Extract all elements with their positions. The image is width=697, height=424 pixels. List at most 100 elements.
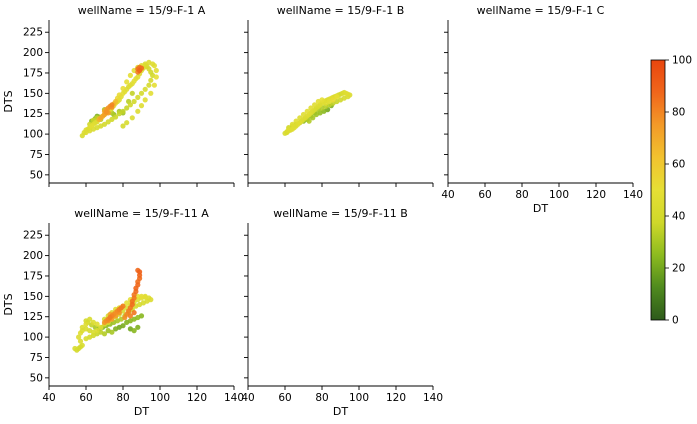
scatter-point [124, 120, 130, 126]
scatter-point [138, 293, 145, 299]
x-axis-label: DT [134, 405, 149, 418]
scatter-point [153, 67, 159, 74]
x-tick-label: 140 [623, 189, 643, 201]
colorbar-tick-label: 80 [672, 107, 685, 119]
scatter-point [98, 115, 104, 121]
facet-title: wellName = 15/9-F-1 A [78, 4, 206, 17]
scatter-point [142, 97, 148, 103]
y-tick-label: 75 [30, 352, 43, 364]
scatter-point [146, 82, 152, 88]
x-tick-label: 100 [549, 189, 569, 201]
x-tick-label: 140 [423, 392, 443, 404]
scatter-point [135, 314, 141, 321]
colorbar-tick-label: 60 [672, 159, 685, 171]
scatter-point [120, 323, 126, 329]
scatter-point [131, 98, 137, 105]
x-tick-label: 40 [241, 392, 254, 404]
scatter-point [151, 82, 157, 88]
scatter-point [142, 293, 148, 299]
scatter-point [77, 330, 84, 336]
scatter-point [312, 102, 318, 108]
scatter-point [107, 314, 113, 321]
scatter-point [105, 119, 111, 125]
scatter-point [289, 126, 295, 132]
y-tick-label: 175 [23, 67, 43, 79]
x-tick-label: 80 [515, 189, 528, 201]
x-tick-label: 120 [586, 189, 606, 201]
scatter-point [129, 90, 135, 96]
y-axis-label: DTS [2, 90, 15, 112]
scatter-point [94, 321, 100, 327]
y-tick-label: 50 [30, 372, 43, 384]
x-tick-label: 80 [116, 392, 129, 404]
scatter-point [127, 313, 133, 319]
x-tick-label: 60 [79, 392, 92, 404]
x-axis-label: DT [333, 405, 348, 418]
y-tick-label: 100 [23, 332, 43, 344]
scatter-point [79, 324, 85, 330]
y-tick-label: 175 [23, 270, 43, 282]
scatter-point [113, 114, 119, 120]
scatter-point [142, 86, 148, 92]
scatter-point [76, 334, 82, 340]
colorbar-tick-label: 100 [672, 55, 692, 67]
scatter-point [330, 97, 336, 103]
scatter-point [124, 105, 130, 111]
scatter-point [304, 108, 310, 114]
x-tick-label: 140 [224, 392, 244, 404]
scatter-point [131, 78, 137, 84]
scatter-point [83, 336, 89, 342]
scatter-point [135, 324, 141, 330]
scatter-point [129, 301, 135, 308]
scatter-point [109, 102, 115, 108]
colorbar-tick-label: 40 [672, 211, 685, 223]
facet-panel: wellName = 15/9-F-11 A 40 60 80 100 120 140 DT 5… [2, 207, 244, 418]
x-tick-label: 100 [349, 392, 369, 404]
scatter-point [153, 74, 159, 80]
colorbar-tick-label: 20 [672, 263, 685, 275]
scatter-point [109, 329, 115, 335]
y-tick-label: 200 [23, 250, 43, 262]
scatter-point [113, 326, 119, 332]
scatter-point [120, 123, 126, 129]
scatter-point [77, 338, 84, 344]
x-tick-label: 60 [278, 392, 291, 404]
y-tick-label: 225 [23, 230, 43, 242]
scatter-point [120, 108, 126, 114]
y-tick-label: 150 [23, 291, 43, 303]
scatter-point [89, 123, 95, 129]
facet-title: wellName = 15/9-F-11 A [74, 207, 209, 220]
facet-panel: wellName = 15/9-F-11 B 40 60 80 100 120 140 DT [241, 207, 443, 418]
y-tick-label: 125 [23, 311, 43, 323]
x-tick-label: 80 [315, 392, 328, 404]
y-tick-label: 200 [23, 47, 43, 59]
scatter-point [131, 328, 137, 334]
colorbar-tick-label: 0 [672, 315, 679, 327]
scatter-point [135, 108, 141, 114]
scatter-point [94, 328, 100, 334]
scatter-point [124, 300, 130, 306]
x-tick-label: 40 [441, 189, 454, 201]
facet-panel: wellName = 15/9-F-1 A 50 75 100 125 150 175 200… [2, 4, 235, 187]
scatter-point [133, 285, 139, 291]
facet-panel: wellName = 15/9-F-1 C 40 60 80 100 120 140 DT [441, 4, 643, 215]
scatter-point [109, 116, 115, 122]
y-tick-label: 75 [30, 149, 43, 161]
y-tick-label: 100 [23, 129, 43, 141]
scatter-point [98, 324, 104, 330]
facet-title: wellName = 15/9-F-1 B [277, 4, 405, 17]
scatter-point [297, 115, 303, 121]
scatter-point [138, 103, 145, 109]
colorbar-gradient [650, 59, 666, 321]
scatter-point [319, 97, 325, 103]
scatter-point [148, 77, 154, 83]
scatter-point [306, 118, 312, 124]
x-tick-label: 40 [42, 392, 55, 404]
scatter-point [313, 111, 319, 118]
colorbar: 0 20 40 60 80 100 [650, 55, 692, 327]
scatter-point [83, 129, 89, 136]
y-tick-label: 50 [30, 169, 43, 181]
scatter-point [293, 118, 299, 124]
x-tick-label: 100 [150, 392, 170, 404]
scatter-point [124, 79, 130, 85]
